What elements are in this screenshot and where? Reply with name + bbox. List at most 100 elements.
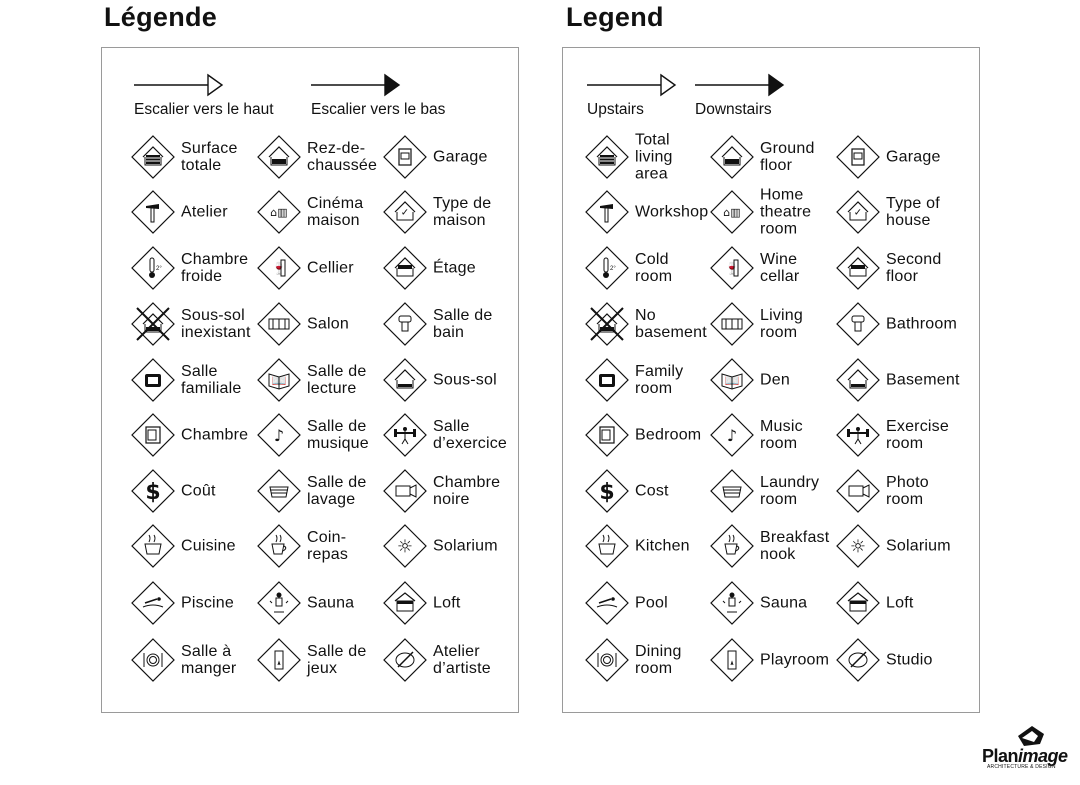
legend-item: Kitchen	[585, 521, 710, 571]
legend-item: Sauna	[257, 578, 382, 628]
legend-title: Légende	[104, 2, 218, 32]
svg-text:☼: ☼	[850, 536, 866, 557]
legend-item-label: Pool	[635, 594, 668, 612]
pool-swimmer-icon	[585, 581, 629, 625]
svg-text:♪: ♪	[274, 426, 284, 445]
legend-item: 🍷 Wine cellar	[710, 243, 835, 293]
legend-item: Coin- repas	[257, 521, 382, 571]
legend-item: Chambre noire	[383, 466, 508, 516]
legend-item: Salle de lavage	[257, 466, 382, 516]
legend-item: Laundry room	[710, 466, 835, 516]
legend-item-label: Solarium	[886, 537, 951, 555]
legend-item-label: Salon	[307, 315, 349, 333]
legend-item: Salle de bain	[383, 299, 508, 349]
legend-item-label: Playroom	[760, 651, 830, 669]
exercise-weights-icon	[383, 413, 427, 457]
legend-item-label: Cost	[635, 482, 669, 500]
legend-item-label: Sauna	[307, 594, 355, 612]
svg-text:🍷: 🍷	[272, 261, 287, 275]
legend-item-label: Chambre noire	[433, 474, 501, 508]
legend-item-label: Chambre froide	[181, 251, 249, 285]
legend-item-label: Sous-sol inexistant	[181, 307, 251, 341]
legend-item: Étage	[383, 243, 508, 293]
legend-item: Loft	[383, 578, 508, 628]
stairs-down-arrow-icon	[695, 73, 785, 97]
legend-item: ✓ Type de maison	[383, 187, 508, 237]
legend-item-label: Sauna	[760, 594, 808, 612]
legend-item-label: Salle de bain	[433, 307, 493, 341]
svg-text:✓: ✓	[854, 208, 862, 219]
svg-text:2°: 2°	[156, 266, 162, 272]
legend-item: Workshop	[585, 187, 710, 237]
legend-item: Dining room	[585, 635, 710, 685]
logo-wordmark: Planimage	[982, 746, 1068, 766]
svg-text:✓: ✓	[401, 208, 409, 219]
legend-item-label: Bathroom	[886, 315, 957, 333]
cold-room-thermometer-icon: 2°	[585, 246, 629, 290]
legend-item: Chambre	[131, 410, 256, 460]
legend-item-label: Atelier	[181, 203, 228, 221]
legend-item-label: Garage	[886, 148, 941, 166]
legend-item: Sous-sol	[383, 355, 508, 405]
legend-item: Salle de jeux	[257, 635, 382, 685]
garage-icon	[836, 135, 880, 179]
legend-item-label: Surface totale	[181, 140, 238, 174]
family-room-tv-icon	[585, 358, 629, 402]
legend-item: Surface totale	[131, 132, 256, 182]
legend-item-label: Étage	[433, 259, 476, 277]
cold-room-thermometer-icon: 2°	[131, 246, 175, 290]
stairs-down-label: Downstairs	[695, 101, 772, 118]
legend-item: Salon	[257, 299, 382, 349]
legend-item: ⌂▥ Cinéma maison	[257, 187, 382, 237]
legend-item-label: Kitchen	[635, 537, 690, 555]
wine-cellar-icon: 🍷	[710, 246, 754, 290]
playroom-icon	[710, 638, 754, 682]
legend-item-label: Workshop	[635, 203, 709, 221]
legend-item: 🍷 Cellier	[257, 243, 382, 293]
legend-item: Atelier d’artiste	[383, 635, 508, 685]
legend-item: Breakfast nook	[710, 521, 835, 571]
legend-item-label: Salle de lecture	[307, 363, 367, 397]
legend-item: Studio	[836, 635, 961, 685]
svg-text:$: $	[599, 480, 614, 505]
legend-item-label: Cuisine	[181, 537, 236, 555]
legend-item-label: Bedroom	[635, 426, 702, 444]
family-room-tv-icon	[131, 358, 175, 402]
living-room-sofa-icon	[257, 302, 301, 346]
legend-item: Exercise room	[836, 410, 961, 460]
home-theatre-icon: ⌂▥	[710, 190, 754, 234]
legend-item: ♪ Music room	[710, 410, 835, 460]
legend-item-label: Rez-de- chaussée	[307, 140, 378, 174]
legend-item: Rez-de- chaussée	[257, 132, 382, 182]
studio-palette-icon	[383, 638, 427, 682]
legend-item-label: Dining room	[635, 643, 682, 677]
legend-item-label: Total living area	[635, 131, 673, 183]
legend-item: Family room	[585, 355, 710, 405]
laundry-icon	[257, 469, 301, 513]
legend-item: Loft	[836, 578, 961, 628]
photo-camera-icon	[383, 469, 427, 513]
legend-item: ☼ Solarium	[836, 521, 961, 571]
legend-item: ☼ Solarium	[383, 521, 508, 571]
legend-item-label: Living room	[760, 307, 804, 341]
svg-text:♪: ♪	[727, 426, 737, 445]
den-book-icon: 📖	[257, 358, 301, 402]
legend-item-label: Laundry room	[760, 474, 820, 508]
legend-item-label: No basement	[635, 307, 707, 341]
legend-item: Piscine	[131, 578, 256, 628]
photo-camera-icon	[836, 469, 880, 513]
pool-swimmer-icon	[131, 581, 175, 625]
second-floor-icon	[383, 246, 427, 290]
legend-item: Ground floor	[710, 132, 835, 182]
legend-item: 2° Chambre froide	[131, 243, 256, 293]
legend-item-label: Cellier	[307, 259, 354, 277]
legend-item-label: Garage	[433, 148, 488, 166]
exercise-weights-icon	[836, 413, 880, 457]
bathroom-toilet-icon	[383, 302, 427, 346]
playroom-icon	[257, 638, 301, 682]
studio-palette-icon	[836, 638, 880, 682]
wine-cellar-icon: 🍷	[257, 246, 301, 290]
legend-item-label: Cold room	[635, 251, 673, 285]
legend-item-label: Studio	[886, 651, 933, 669]
legend-item-label: Atelier d’artiste	[433, 643, 491, 677]
